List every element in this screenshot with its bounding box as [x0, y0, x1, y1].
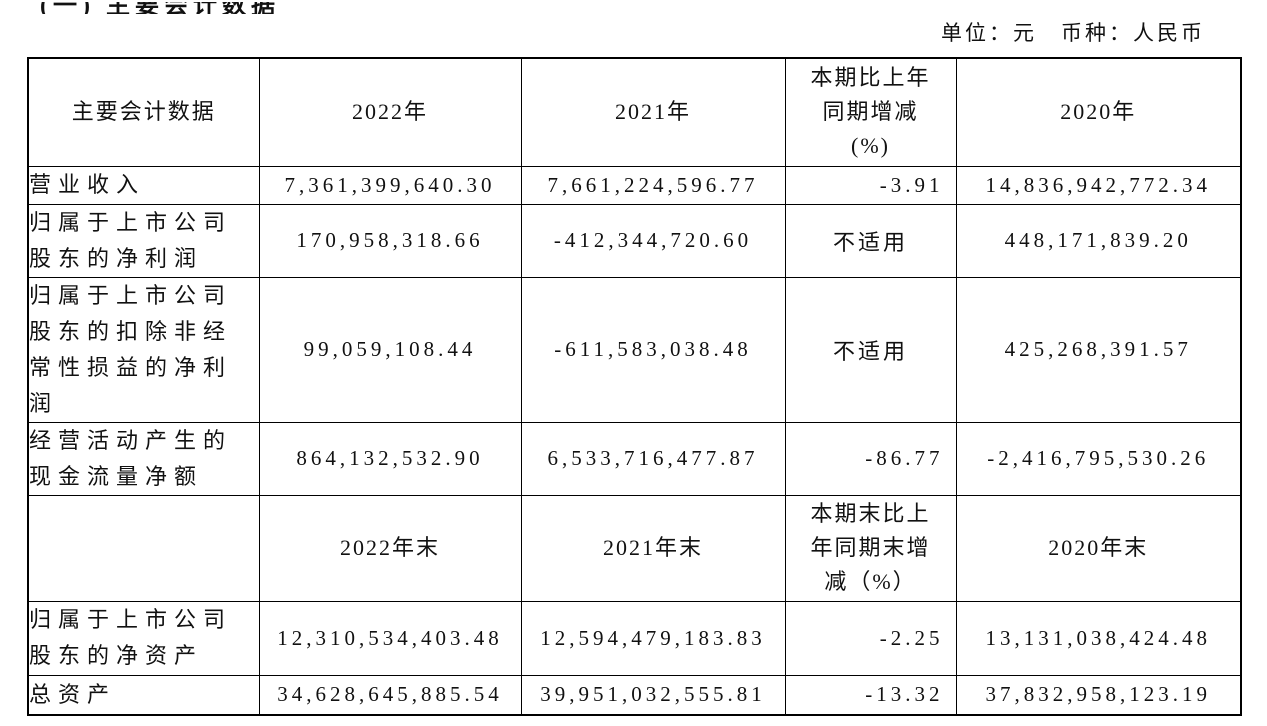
header-cell-yoy-change: 本期比上年 同期增减 (%) — [784, 57, 957, 167]
value-cell: 不适用 — [784, 276, 957, 423]
header-cell-metric: 主要会计数据 — [27, 57, 260, 167]
value-cell: 170,958,318.66 — [258, 203, 522, 278]
value-cell: -13.32 — [784, 674, 957, 716]
value-cell: 37,832,958,123.19 — [955, 674, 1242, 716]
table-row-net-assets: 归属于上市公司 股东的净资产 12,310,534,403.48 12,594,… — [27, 600, 1242, 676]
row-label-cell: 归属于上市公司 股东的净利润 — [27, 203, 260, 278]
header-cell-empty — [27, 494, 260, 602]
section-heading-text: (一) 主要会计数据 — [40, 2, 460, 14]
value-cell: -2.25 — [784, 600, 957, 676]
table-row-operating-cash-flow: 经营活动产生的 现金流量净额 864,132,532.90 6,533,716,… — [27, 421, 1242, 496]
value-cell: 448,171,839.20 — [955, 203, 1242, 278]
row-label-cell: 归属于上市公司 股东的扣除非经 常性损益的净利 润 — [27, 276, 260, 423]
header-cell-2020: 2020年 — [955, 57, 1242, 167]
table-row-total-assets: 总资产 34,628,645,885.54 39,951,032,555.81 … — [27, 674, 1242, 716]
row-label-cell: 经营活动产生的 现金流量净额 — [27, 421, 260, 496]
value-cell: 864,132,532.90 — [258, 421, 522, 496]
section-heading-clipped: (一) 主要会计数据 — [40, 2, 460, 14]
table-row-net-profit-excl-nonrecurring: 归属于上市公司 股东的扣除非经 常性损益的净利 润 99,059,108.44 … — [27, 276, 1242, 423]
value-cell: 6,533,716,477.87 — [520, 421, 786, 496]
row-label-cell: 营业收入 — [27, 165, 260, 205]
value-cell: -86.77 — [784, 421, 957, 496]
header-cell-2022-end: 2022年末 — [258, 494, 522, 602]
value-cell: 99,059,108.44 — [258, 276, 522, 423]
table-header-row-period: 主要会计数据 2022年 2021年 本期比上年 同期增减 (%) 2020年 — [27, 57, 1242, 167]
table-header-row-period-end: 2022年末 2021年末 本期末比上 年同期末增 减（%） 2020年末 — [27, 494, 1242, 602]
unit-currency-note: 单位：元 币种：人民币 — [941, 21, 1205, 45]
value-cell: 34,628,645,885.54 — [258, 674, 522, 716]
value-cell: -611,583,038.48 — [520, 276, 786, 423]
header-cell-2020-end: 2020年末 — [955, 494, 1242, 602]
header-cell-end-yoy-change: 本期末比上 年同期末增 减（%） — [784, 494, 957, 602]
value-cell: 不适用 — [784, 203, 957, 278]
table-row-operating-revenue: 营业收入 7,361,399,640.30 7,661,224,596.77 -… — [27, 165, 1242, 205]
value-cell: -412,344,720.60 — [520, 203, 786, 278]
value-cell: 13,131,038,424.48 — [955, 600, 1242, 676]
value-cell: 14,836,942,772.34 — [955, 165, 1242, 205]
key-accounting-data-table: 主要会计数据 2022年 2021年 本期比上年 同期增减 (%) 2020年 … — [27, 57, 1242, 716]
value-cell: 12,310,534,403.48 — [258, 600, 522, 676]
value-cell: 12,594,479,183.83 — [520, 600, 786, 676]
value-cell: 7,361,399,640.30 — [258, 165, 522, 205]
value-cell: 425,268,391.57 — [955, 276, 1242, 423]
header-cell-2021-end: 2021年末 — [520, 494, 786, 602]
value-cell: -3.91 — [784, 165, 957, 205]
value-cell: 39,951,032,555.81 — [520, 674, 786, 716]
row-label-cell: 归属于上市公司 股东的净资产 — [27, 600, 260, 676]
row-label-cell: 总资产 — [27, 674, 260, 716]
table-row-net-profit: 归属于上市公司 股东的净利润 170,958,318.66 -412,344,7… — [27, 203, 1242, 278]
value-cell: 7,661,224,596.77 — [520, 165, 786, 205]
header-cell-2021: 2021年 — [520, 57, 786, 167]
value-cell: -2,416,795,530.26 — [955, 421, 1242, 496]
header-cell-2022: 2022年 — [258, 57, 522, 167]
